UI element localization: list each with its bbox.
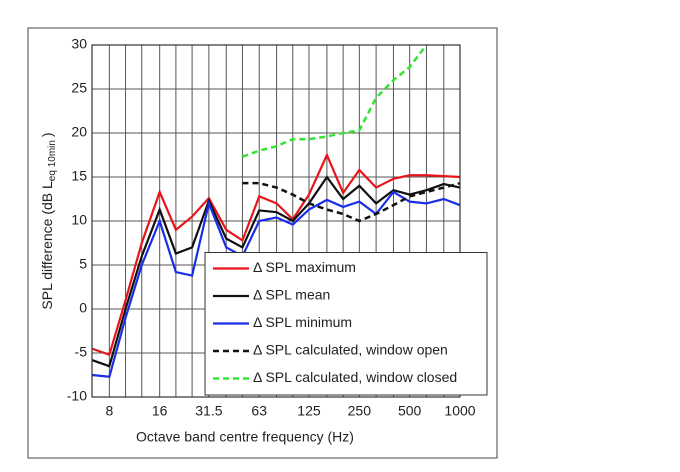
legend-label: Δ SPL calculated, window closed — [253, 369, 457, 385]
data-line — [91, 152, 461, 357]
x-tick-label: 16 — [152, 403, 168, 419]
plot-border — [91, 44, 461, 398]
legend-label: Δ SPL maximum — [253, 259, 356, 275]
y-tick-label: 10 — [71, 212, 87, 228]
y-tick-label: 0 — [79, 300, 87, 316]
x-tick-label: 63 — [251, 403, 267, 419]
y-tick-label: -10 — [67, 388, 87, 404]
x-tick-label: 500 — [398, 403, 422, 419]
y-label-suffix: ) — [39, 132, 55, 137]
y-label-text: SPL difference (dB L — [39, 181, 55, 310]
data-line — [242, 181, 461, 223]
x-axis-label: Octave band centre frequency (Hz) — [136, 429, 354, 445]
legend-box — [204, 252, 488, 396]
data-line — [91, 190, 461, 378]
data-line — [91, 175, 461, 368]
y-axis-label: SPL difference (dB Leq 10min) — [39, 132, 58, 309]
y-tick-label: -5 — [75, 344, 88, 360]
x-tick-label: 8 — [105, 403, 113, 419]
data-line — [242, 44, 428, 158]
figure-frame — [27, 27, 498, 459]
legend-label: Δ SPL minimum — [253, 314, 352, 330]
x-tick-label: 125 — [297, 403, 321, 419]
y-tick-label: 25 — [71, 80, 87, 96]
y-tick-label: 5 — [79, 256, 87, 272]
y-tick-label: 30 — [71, 36, 87, 52]
x-tick-label: 31.5 — [195, 403, 222, 419]
legend-label: Δ SPL mean — [253, 287, 330, 303]
y-tick-label: 20 — [71, 124, 87, 140]
y-tick-label: 15 — [71, 168, 87, 184]
x-tick-label: 250 — [348, 403, 372, 419]
y-label-subscript: eq 10min — [47, 140, 58, 181]
x-tick-label: 1000 — [444, 403, 475, 419]
legend-label: Δ SPL calculated, window open — [253, 342, 448, 358]
